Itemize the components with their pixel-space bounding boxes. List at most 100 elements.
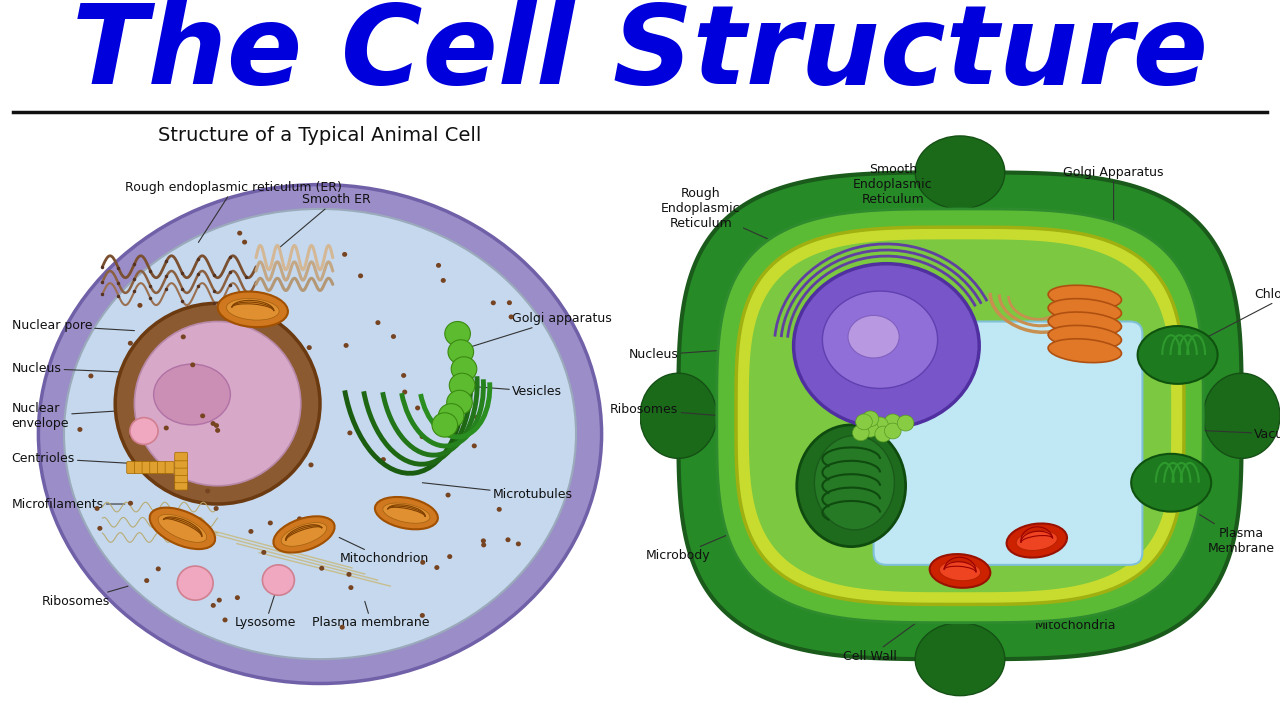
Circle shape [234, 595, 239, 600]
Text: Golgi apparatus: Golgi apparatus [454, 312, 612, 352]
Circle shape [448, 340, 474, 364]
Circle shape [431, 413, 458, 437]
Ellipse shape [227, 299, 279, 320]
Ellipse shape [154, 364, 230, 425]
Text: Centrioles: Centrioles [12, 452, 151, 465]
Circle shape [215, 428, 220, 433]
Ellipse shape [1016, 531, 1057, 551]
Text: Golgi Apparatus: Golgi Apparatus [1064, 166, 1164, 264]
Ellipse shape [1048, 325, 1121, 349]
Circle shape [259, 323, 264, 328]
Circle shape [210, 421, 215, 426]
Ellipse shape [375, 497, 438, 529]
Ellipse shape [1203, 373, 1280, 459]
Text: Plasma membrane: Plasma membrane [312, 601, 430, 629]
Ellipse shape [929, 554, 991, 588]
Circle shape [77, 427, 82, 432]
FancyBboxPatch shape [142, 462, 151, 474]
Circle shape [347, 572, 352, 577]
Circle shape [863, 411, 879, 427]
Ellipse shape [1048, 285, 1121, 309]
Ellipse shape [915, 136, 1005, 209]
Ellipse shape [1048, 299, 1121, 323]
Circle shape [481, 543, 486, 547]
Circle shape [214, 506, 219, 511]
Circle shape [474, 415, 479, 420]
Circle shape [481, 539, 486, 544]
Circle shape [516, 541, 521, 546]
Circle shape [508, 315, 513, 319]
Ellipse shape [1132, 454, 1211, 512]
Circle shape [211, 603, 216, 608]
Ellipse shape [886, 333, 1129, 553]
FancyBboxPatch shape [174, 467, 187, 475]
Circle shape [402, 390, 407, 395]
Circle shape [214, 423, 219, 428]
Text: Smooth
Endoplasmic
Reticulum: Smooth Endoplasmic Reticulum [852, 163, 960, 239]
Polygon shape [717, 209, 1203, 623]
Circle shape [205, 489, 210, 493]
Circle shape [128, 341, 133, 346]
Circle shape [445, 322, 471, 346]
FancyBboxPatch shape [174, 482, 187, 490]
Circle shape [358, 274, 364, 279]
FancyBboxPatch shape [150, 462, 159, 474]
Text: Ribosomes: Ribosomes [611, 403, 877, 428]
Ellipse shape [38, 184, 602, 683]
Circle shape [129, 433, 134, 438]
Circle shape [375, 320, 380, 325]
Ellipse shape [115, 303, 320, 504]
Circle shape [223, 618, 228, 622]
Circle shape [420, 613, 425, 618]
Text: Cell Wall: Cell Wall [844, 616, 924, 662]
Ellipse shape [796, 425, 906, 546]
Circle shape [863, 421, 879, 437]
Text: Plasma
Membrane: Plasma Membrane [1178, 501, 1275, 554]
Circle shape [177, 463, 182, 467]
Ellipse shape [274, 516, 334, 552]
FancyBboxPatch shape [174, 459, 187, 468]
Circle shape [204, 576, 209, 581]
Circle shape [452, 357, 477, 381]
Circle shape [447, 390, 472, 415]
Circle shape [128, 501, 133, 505]
Text: Nucleus: Nucleus [12, 362, 151, 375]
Circle shape [438, 404, 465, 428]
Ellipse shape [640, 373, 717, 459]
Circle shape [140, 436, 145, 441]
Ellipse shape [823, 291, 937, 388]
Circle shape [262, 565, 294, 595]
Circle shape [339, 625, 344, 630]
Circle shape [436, 263, 442, 268]
Ellipse shape [915, 623, 1005, 696]
Text: Nuclear pore: Nuclear pore [12, 319, 134, 332]
Circle shape [95, 506, 100, 511]
Text: Vacuole: Vacuole [1146, 428, 1280, 441]
Ellipse shape [150, 508, 215, 549]
Circle shape [401, 373, 406, 378]
Text: Microfilaments: Microfilaments [12, 498, 125, 510]
Circle shape [342, 252, 347, 257]
Circle shape [461, 379, 466, 384]
FancyBboxPatch shape [127, 462, 136, 474]
Polygon shape [749, 239, 1171, 593]
Text: Nucleus: Nucleus [628, 343, 832, 361]
Ellipse shape [1048, 339, 1121, 363]
Polygon shape [678, 173, 1242, 660]
Circle shape [137, 303, 142, 307]
Circle shape [876, 426, 892, 442]
Circle shape [472, 444, 477, 449]
Text: Vesicles: Vesicles [458, 385, 562, 398]
Circle shape [855, 414, 873, 430]
Circle shape [506, 537, 511, 542]
Ellipse shape [849, 315, 900, 358]
Circle shape [497, 507, 502, 512]
Circle shape [852, 425, 869, 441]
Ellipse shape [794, 264, 979, 428]
Ellipse shape [134, 322, 301, 486]
Ellipse shape [64, 209, 576, 660]
Circle shape [200, 413, 205, 418]
Circle shape [507, 300, 512, 305]
Circle shape [440, 278, 445, 283]
Circle shape [420, 434, 425, 439]
